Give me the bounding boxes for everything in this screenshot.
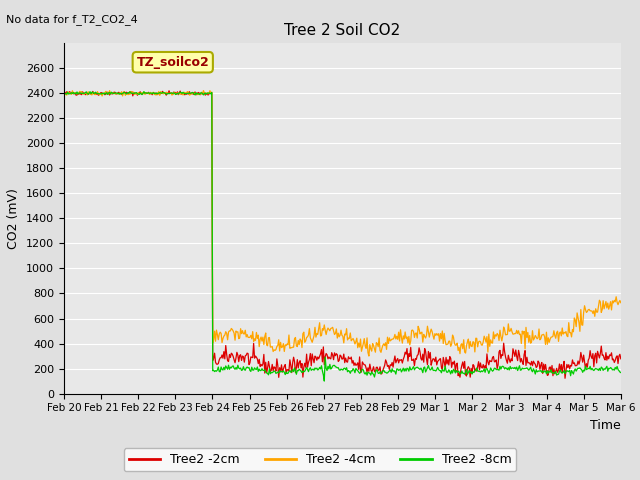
Line: Tree2 -8cm: Tree2 -8cm [64,92,621,381]
Tree2 -8cm [313,365,321,371]
Tree2 -8cm [159,89,167,95]
Tree2 -2cm [617,356,625,362]
Tree2 -8cm [481,370,489,375]
Tree2 -2cm [480,365,488,371]
Tree2 -2cm [389,364,397,370]
Tree2 -8cm [60,90,68,96]
Tree2 -2cm [60,90,68,96]
Tree2 -2cm [165,88,173,94]
Line: Tree2 -2cm: Tree2 -2cm [64,91,621,378]
Legend: Tree2 -2cm, Tree2 -4cm, Tree2 -8cm: Tree2 -2cm, Tree2 -4cm, Tree2 -8cm [124,448,516,471]
Tree2 -4cm [204,91,212,96]
Tree2 -8cm [390,368,398,373]
Tree2 -2cm [433,362,440,368]
Tree2 -4cm [365,353,372,359]
X-axis label: Time: Time [590,419,621,432]
Tree2 -4cm [390,335,398,341]
Tree2 -4cm [159,90,166,96]
Tree2 -2cm [204,92,212,98]
Y-axis label: CO2 (mV): CO2 (mV) [8,188,20,249]
Tree2 -8cm [204,90,212,96]
Tree2 -2cm [159,88,166,94]
Text: TZ_soilco2: TZ_soilco2 [136,56,209,69]
Tree2 -8cm [617,370,625,375]
Tree2 -4cm [434,332,442,338]
Text: No data for f_T2_CO2_4: No data for f_T2_CO2_4 [6,14,138,25]
Tree2 -4cm [313,331,321,336]
Tree2 -4cm [200,88,207,94]
Tree2 -8cm [86,89,94,95]
Tree2 -2cm [313,357,321,363]
Tree2 -2cm [561,375,569,381]
Tree2 -4cm [60,88,68,94]
Tree2 -4cm [481,336,489,341]
Tree2 -4cm [617,300,625,306]
Tree2 -8cm [321,378,328,384]
Title: Tree 2 Soil CO2: Tree 2 Soil CO2 [284,23,401,38]
Tree2 -8cm [434,364,442,370]
Line: Tree2 -4cm: Tree2 -4cm [64,91,621,356]
